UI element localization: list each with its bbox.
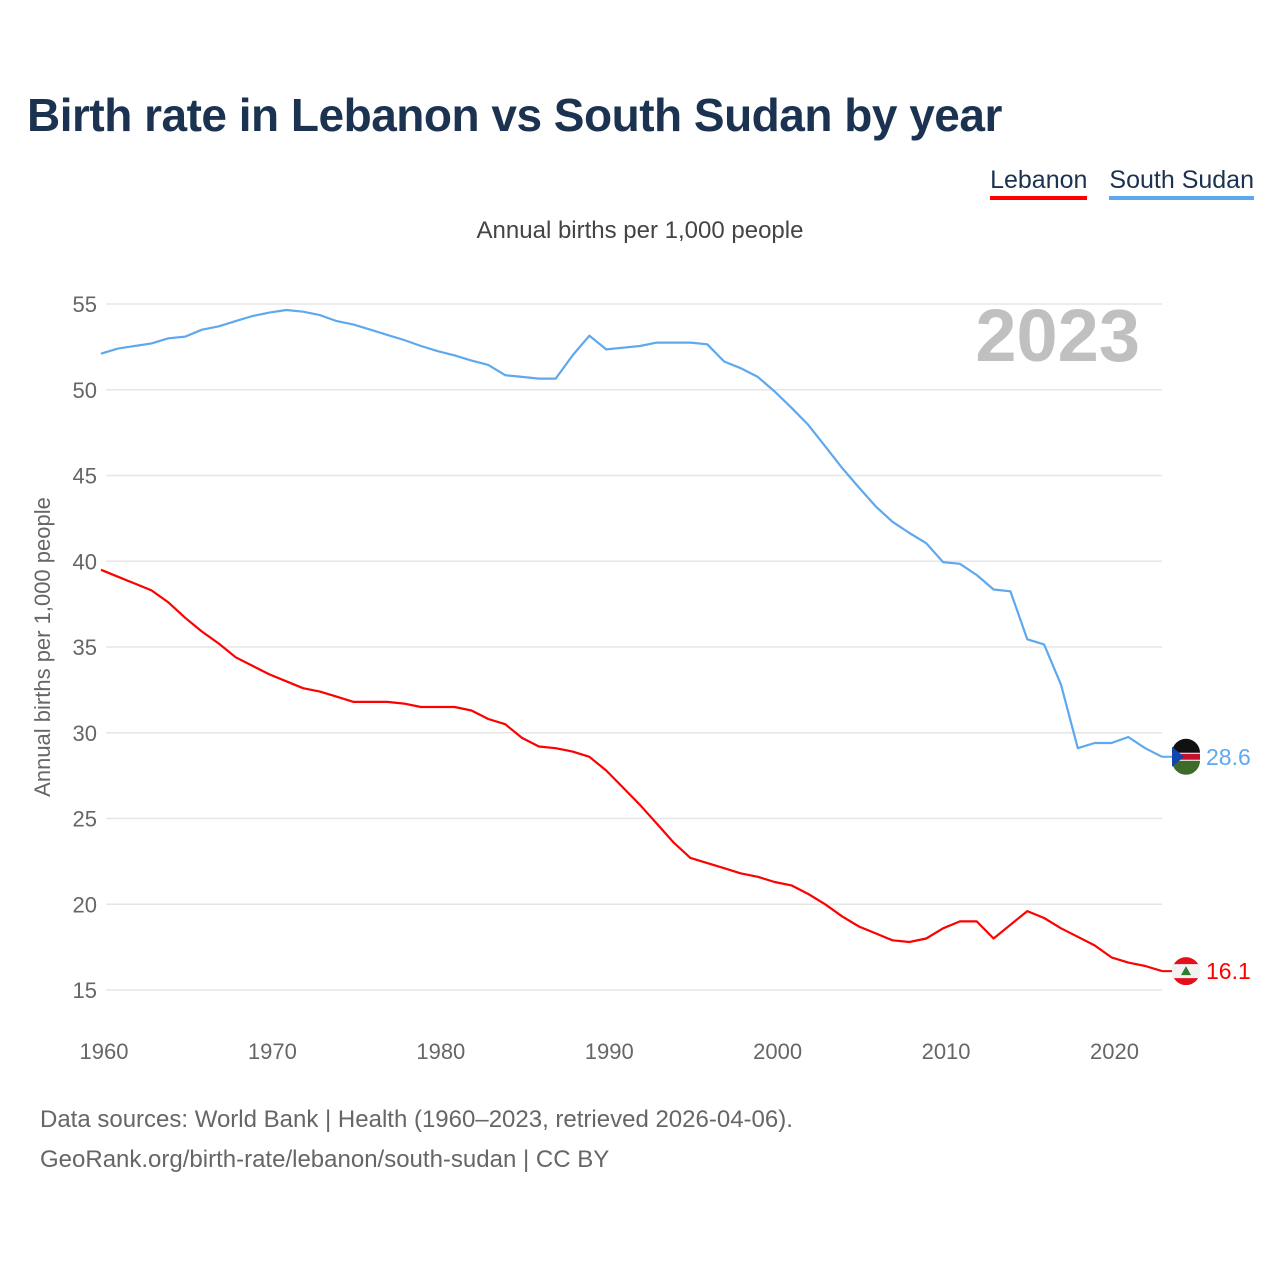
- y-tick-label: 35: [73, 635, 97, 660]
- x-tick-label: 2000: [753, 1039, 802, 1064]
- y-axis-label: Annual births per 1,000 people: [30, 497, 55, 797]
- x-tick-label: 2020: [1090, 1039, 1139, 1064]
- y-tick-label: 55: [73, 292, 97, 317]
- y-tick-label: 25: [73, 807, 97, 832]
- flag-green-band: [1172, 760, 1200, 775]
- y-tick-label: 30: [73, 721, 97, 746]
- series-line-lebanon: [100, 568, 1163, 973]
- x-tick-label: 2010: [922, 1039, 971, 1064]
- chart-subtitle: Annual births per 1,000 people: [476, 217, 804, 244]
- y-tick-label: 40: [73, 549, 97, 574]
- y-tick-label: 50: [73, 378, 97, 403]
- legend-south-sudan[interactable]: South Sudan: [1109, 166, 1254, 200]
- legend: Lebanon South Sudan: [990, 166, 1254, 200]
- flag-black-band: [1172, 738, 1200, 753]
- x-tick-label: 1960: [80, 1039, 129, 1064]
- flag-red-band: [1172, 753, 1200, 760]
- end-value-label: 28.6: [1206, 744, 1251, 770]
- chart-title: Birth rate in Lebanon vs South Sudan by …: [27, 89, 1002, 141]
- year-watermark: 2023: [975, 294, 1140, 377]
- end-value-label: 16.1: [1206, 958, 1251, 984]
- cedar-icon: [1181, 966, 1191, 976]
- legend-lebanon[interactable]: Lebanon: [990, 166, 1088, 200]
- y-tick-label: 20: [73, 892, 97, 917]
- x-tick-label: 1970: [248, 1039, 297, 1064]
- flag-blue-triangle: [1172, 746, 1184, 767]
- footer-sources: Data sources: World Bank | Health (1960–…: [40, 1106, 793, 1133]
- footer-url[interactable]: GeoRank.org/birth-rate/lebanon/south-sud…: [40, 1146, 610, 1173]
- x-tick-label: 1980: [416, 1039, 465, 1064]
- series-line-south-sudan: [100, 308, 1163, 758]
- x-tick-label: 1990: [585, 1039, 634, 1064]
- y-tick-label: 45: [73, 464, 97, 489]
- y-tick-label: 15: [73, 978, 97, 1003]
